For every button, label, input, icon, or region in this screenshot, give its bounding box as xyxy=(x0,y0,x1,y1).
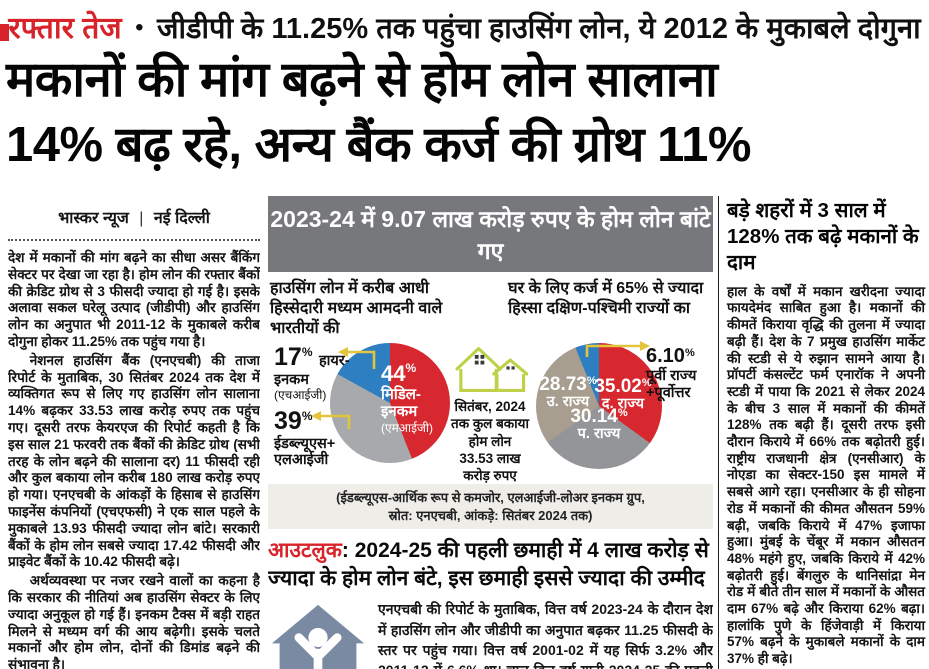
percent-sign: % xyxy=(641,377,652,389)
middle-income-value: 44 xyxy=(381,361,406,386)
pie-label-south-states: 35.02% द. राज्य xyxy=(584,377,662,412)
article-column: भास्कर न्यूज | नई दिल्ली देश में मकानों … xyxy=(8,196,260,669)
higher-income-label-2: इनकम xyxy=(274,372,309,388)
north-value: 28.73 xyxy=(539,374,587,395)
middle-income-label: मिडिल- xyxy=(381,386,421,403)
bullet-icon: • xyxy=(135,14,144,41)
outlook-body: एनएचबी की रिपोर्ट के मुताबिक, वित्त वर्ष… xyxy=(268,599,713,669)
sidebar-column: बड़े शहरों में 3 साल में 128% तक बढ़े मक… xyxy=(718,196,929,669)
kicker-headline: जीडीपी के 11.25% तक पहुंचा हाउसिंग लोन, … xyxy=(156,13,921,45)
north-label: उ. राज्य xyxy=(546,393,590,410)
outlook-headline-text: : 2024-25 की पहली छमाही में 4 लाख करोड़ … xyxy=(268,539,709,591)
left-edge-mark xyxy=(0,24,9,41)
article-paragraph-1: देश में मकानों की मांग बढ़ने का सीधा असर… xyxy=(8,250,260,349)
byline-location: नई दिल्ली xyxy=(153,210,210,227)
percent-sign: % xyxy=(586,375,597,387)
chart-subtitles: हाउसिंग लोन में करीब आधी हिस्सेदारी मध्य… xyxy=(268,272,713,341)
west-label: प. राज्य xyxy=(577,425,621,442)
south-label: द. राज्य xyxy=(601,395,645,412)
outstanding-loan-note: सितंबर, 2024 तक कुल बकाया होम लोन 33.53 … xyxy=(451,399,529,484)
pie-label-west-states: 30.14% प. राज्य xyxy=(563,407,635,442)
outlook-headline: आउटलुक: 2024-25 की पहली छमाही में 4 लाख … xyxy=(268,537,713,593)
charts-row: 17% हायर- इनकम (एचआईजी) 39% ईडब्ल्यूएस+ … xyxy=(268,341,713,483)
kicker-row: रफ्तार तेज • जीडीपी के 11.25% तक पहुंचा … xyxy=(0,6,929,47)
ews-value: 39 xyxy=(274,407,302,435)
chart-footnote: (ईडब्ल्यूएस-आर्थिक रूप से कमजोर, एलआईजी-… xyxy=(268,484,713,530)
percent-sign: % xyxy=(405,361,417,375)
ews-label-2: एलआईजी xyxy=(274,452,329,469)
higher-income-sublabel: (एचआईजी) xyxy=(274,388,327,403)
article-paragraph-2: नेशनल हाउसिंग बैंक (एनएचबी) की ताजा रिपो… xyxy=(8,352,260,570)
main-headline: मकानों की मांग बढ़ने से होम लोन सालाना 1… xyxy=(6,48,923,177)
pie-label-east-states: 6.10% पूर्वी राज्य +पूर्वोत्तर xyxy=(646,345,713,401)
percent-sign: % xyxy=(617,407,628,419)
footnote-line-1: (ईडब्ल्यूएस-आर्थिक रूप से कमजोर, एलआईजी-… xyxy=(336,490,645,505)
pie-label-north-states: 28.73% उ. राज्य xyxy=(536,375,600,410)
middle-income-label-2: इनकम xyxy=(381,402,418,420)
center-note: सितंबर, 2024 तक कुल बकाया होम लोन 33.53 … xyxy=(451,341,529,484)
house-person-icon xyxy=(271,605,365,669)
sidebar-headline: बड़े शहरों में 3 साल में 128% तक बढ़े मक… xyxy=(727,199,919,275)
footnote-line-2: स्रोत: एनएचबी, आंकड़े: सितंबर 2024 तक) xyxy=(388,507,593,523)
higher-income-value: 17 xyxy=(274,343,302,371)
percent-sign: % xyxy=(301,345,313,359)
middle-income-sublabel: (एमआईजी) xyxy=(381,420,433,435)
east-label-2: +पूर्वोत्तर xyxy=(646,384,691,401)
right-chart-subtitle: घर के लिए कर्ज में 65% से ज्यादा हिस्सा … xyxy=(508,280,704,317)
outlook-tag: आउटलुक xyxy=(268,539,342,563)
ews-label: ईडब्ल्यूएस+ xyxy=(274,436,336,452)
left-chart-subtitle: हाउसिंग लोन में करीब आधी हिस्सेदारी मध्य… xyxy=(270,280,443,337)
headline-line-1: मकानों की मांग बढ़ने से होम लोन सालाना xyxy=(6,53,718,107)
byline: भास्कर न्यूज | नई दिल्ली xyxy=(8,196,260,241)
south-value: 35.02 xyxy=(594,376,642,397)
east-label: पूर्वी राज्य xyxy=(646,368,697,384)
pie-label-ews-lig: 39% ईडब्ल्यूएस+ एलआईजी xyxy=(274,407,372,468)
infographic-section: 2023-24 में 9.07 लाख करोड़ रुपए के होम ल… xyxy=(268,196,713,669)
higher-income-label: हायर- xyxy=(318,353,350,369)
kicker-tag: रफ्तार तेज xyxy=(8,12,122,45)
infographic-title: 2023-24 में 9.07 लाख करोड़ रुपए के होम ल… xyxy=(268,196,713,272)
headline-line-2: 14% बढ़ रहे, अन्य बैंक कर्ज की ग्रोथ 11% xyxy=(6,117,751,172)
byline-source: भास्कर न्यूज xyxy=(58,210,129,227)
region-share-pie-chart xyxy=(536,343,662,469)
pie-label-higher-income: 17% हायर- इनकम (एचआईजी) xyxy=(274,343,354,403)
percent-sign: % xyxy=(684,347,695,359)
pie-label-middle-income: 44% मिडिल- इनकम (एमआईजी) xyxy=(381,361,465,435)
sidebar-body: हाल के वर्षों में मकान खरीदना ज्यादा फाय… xyxy=(727,283,925,667)
houses-outline-icon xyxy=(455,347,529,393)
outlook-body-text: एनएचबी की रिपोर्ट के मुताबिक, वित्त वर्ष… xyxy=(378,601,713,669)
content-area: भास्कर न्यूज | नई दिल्ली देश में मकानों … xyxy=(0,196,929,669)
percent-sign: % xyxy=(301,409,313,423)
article-paragraph-3: अर्थव्यवस्था पर नजर रखने वालों का कहना ह… xyxy=(8,573,260,669)
byline-separator: | xyxy=(139,210,144,227)
east-value: 6.10 xyxy=(646,345,685,367)
west-value: 30.14 xyxy=(570,406,618,427)
